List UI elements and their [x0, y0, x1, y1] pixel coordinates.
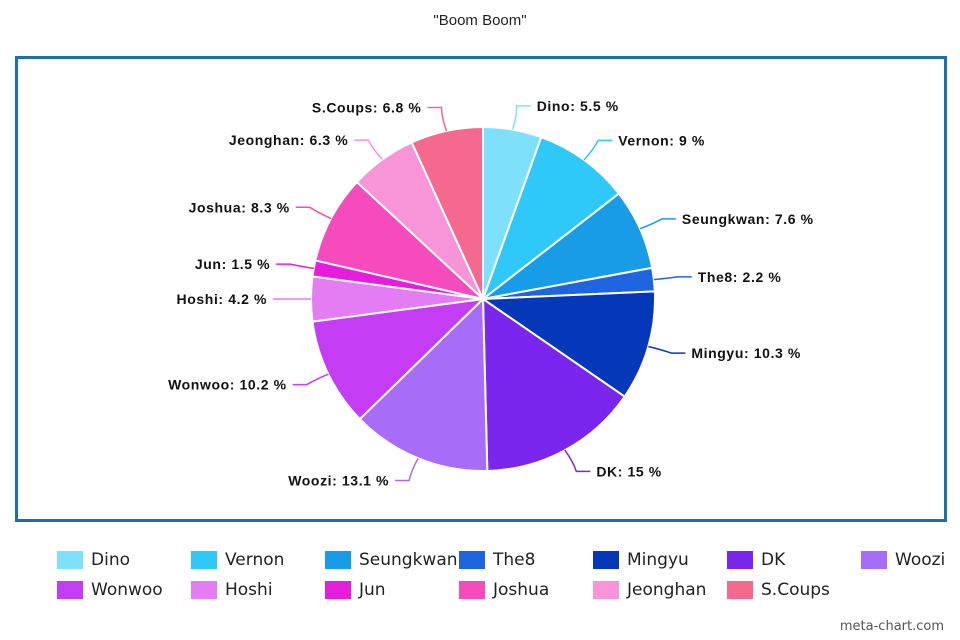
legend-label: Dino — [91, 550, 130, 570]
legend-item-dk: DK — [727, 550, 861, 570]
data-label-dk: DK: 15 % — [596, 463, 661, 479]
leader-line-vernon — [583, 139, 613, 161]
leader-line-s-coups — [427, 106, 448, 132]
legend-swatch — [727, 551, 753, 569]
legend-swatch — [459, 581, 485, 599]
pie-slice-s-coups — [410, 125, 484, 300]
legend-label: The8 — [493, 550, 536, 570]
legend-label: DK — [761, 550, 786, 570]
leader-line-the8 — [653, 276, 692, 281]
chart-frame: Dino: 5.5 % Vernon: 9 % Seungkwan: 7.6 % Th… — [15, 56, 947, 522]
leader-line-woozi — [395, 457, 419, 482]
legend-item-the8: The8 — [459, 550, 593, 570]
pie-chart: Dino: 5.5 % Vernon: 9 % Seungkwan: 7.6 % Th… — [168, 98, 814, 489]
watermark: meta-chart.com — [839, 619, 944, 634]
legend: Dino Vernon Seungkwan The8 Mingyu DK Woozi Wonw… — [57, 545, 945, 605]
data-label-the8: The8: 2.2 % — [698, 269, 782, 285]
pie-slice-woozi — [358, 296, 489, 472]
legend-label: Hoshi — [225, 580, 273, 600]
data-label-jun: Jun: 1.5 % — [195, 256, 270, 272]
pie-slice-joshua — [314, 180, 487, 301]
data-label-vernon: Vernon: 9 % — [618, 132, 705, 148]
legend-label: Wonwoo — [91, 580, 163, 600]
leader-line-joshua — [295, 206, 332, 220]
legend-label: Joshua — [493, 580, 550, 600]
legend-label: Vernon — [225, 550, 285, 570]
legend-label: Jun — [359, 580, 386, 600]
data-label-woozi: Woozi: 13.1 % — [288, 473, 389, 489]
leader-line-dk — [564, 449, 591, 473]
leader-line-seungkwan — [639, 218, 676, 230]
legend-swatch — [593, 581, 619, 599]
data-label-dino: Dino: 5.5 % — [537, 98, 619, 114]
legend-item-hoshi: Hoshi — [191, 580, 325, 600]
legend-swatch — [191, 551, 217, 569]
data-label-wonwoo: Wonwoo: 10.2 % — [168, 377, 287, 393]
pie-slice-mingyu — [479, 290, 656, 398]
legend-swatch — [191, 581, 217, 599]
legend-item-dino: Dino — [57, 550, 191, 570]
legend-item-jeonghan: Jeonghan — [593, 580, 727, 600]
legend-item-s-coups: S.Coups — [727, 580, 861, 600]
pie-slice-vernon — [480, 135, 621, 302]
data-label-seungkwan: Seungkwan: 7.6 % — [682, 211, 814, 227]
leader-line-dino — [511, 105, 531, 130]
chart-title: "Boom Boom" — [433, 12, 527, 29]
legend-label: Mingyu — [627, 550, 689, 570]
data-label-joshua: Joshua: 8.3 % — [189, 199, 290, 215]
data-label-s-coups: S.Coups: 6.8 % — [312, 99, 422, 115]
legend-label: Jeonghan — [627, 580, 707, 600]
legend-swatch — [727, 581, 753, 599]
legend-item-woozi: Woozi — [861, 550, 960, 570]
data-label-hoshi: Hoshi: 4.2 % — [177, 291, 267, 307]
legend-item-vernon: Vernon — [191, 550, 325, 570]
legend-item-seungkwan: Seungkwan — [325, 550, 459, 570]
legend-label: S.Coups — [761, 580, 830, 600]
legend-swatch — [325, 581, 351, 599]
legend-item-jun: Jun — [325, 580, 459, 600]
legend-swatch — [861, 551, 887, 569]
legend-item-joshua: Joshua — [459, 580, 593, 600]
leader-line-jeonghan — [354, 139, 383, 161]
legend-row: Wonwoo Hoshi Jun Joshua Jeonghan S.Coups — [57, 575, 937, 605]
pie-slice-wonwoo — [311, 297, 486, 421]
legend-swatch — [593, 551, 619, 569]
legend-swatch — [57, 551, 83, 569]
leader-line-wonwoo — [292, 373, 329, 386]
legend-row: Dino Vernon Seungkwan The8 Mingyu DK Woozi — [57, 545, 945, 575]
legend-swatch — [325, 551, 351, 569]
legend-swatch — [459, 551, 485, 569]
leader-line-jun — [276, 263, 314, 270]
legend-label: Woozi — [895, 550, 946, 570]
legend-item-wonwoo: Wonwoo — [57, 580, 191, 600]
data-label-jeonghan: Jeonghan: 6.3 % — [229, 132, 348, 148]
leader-line-mingyu — [648, 345, 686, 354]
pie-slice-dk — [481, 297, 627, 472]
data-label-mingyu: Mingyu: 10.3 % — [691, 345, 801, 361]
legend-item-mingyu: Mingyu — [593, 550, 727, 570]
legend-label: Seungkwan — [359, 550, 458, 570]
legend-swatch — [57, 581, 83, 599]
